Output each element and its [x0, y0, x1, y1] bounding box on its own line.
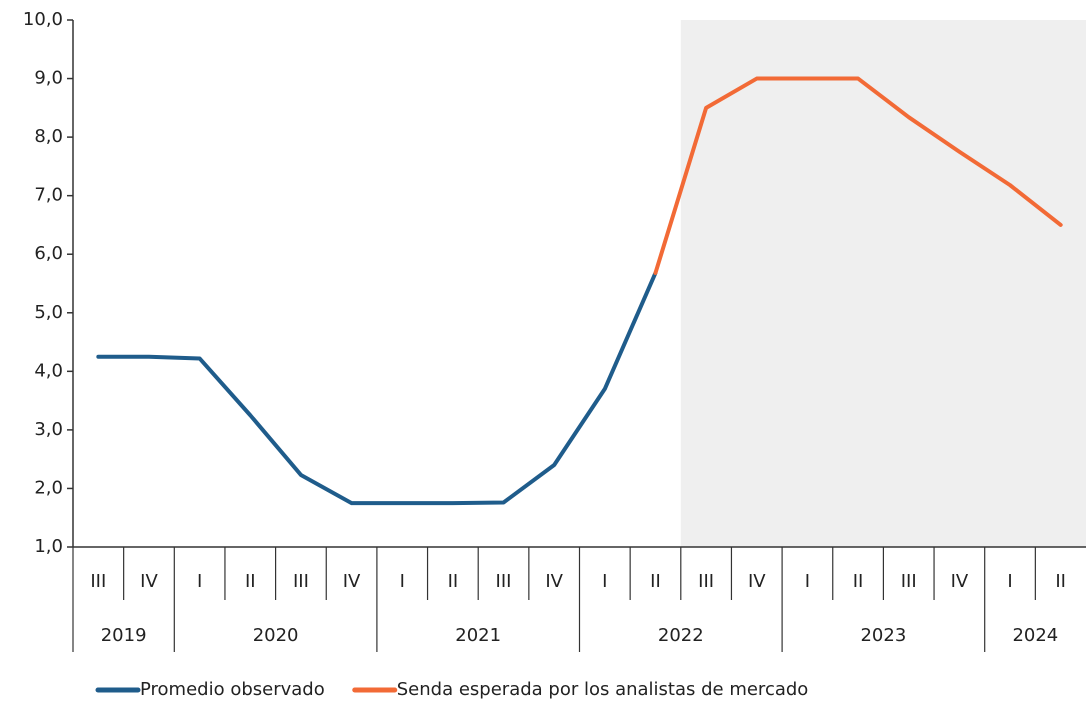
- x-tick-label: I: [1007, 571, 1012, 592]
- x-tick-label: II: [448, 571, 459, 592]
- x-tick-label: IV: [951, 571, 969, 592]
- x-tick-label: II: [650, 571, 661, 592]
- series-line: [96, 270, 658, 506]
- year-label: 2023: [860, 625, 906, 646]
- x-tick-label: I: [805, 571, 810, 592]
- x-tick-label: III: [901, 571, 917, 592]
- year-label: 2022: [658, 625, 704, 646]
- x-tick-label: I: [602, 571, 607, 592]
- year-label: 2024: [1012, 625, 1058, 646]
- year-label: 2021: [455, 625, 501, 646]
- x-tick-label: III: [496, 571, 512, 592]
- year-label: 2019: [101, 625, 147, 646]
- year-label: 2020: [253, 625, 299, 646]
- x-tick-label: II: [853, 571, 864, 592]
- forecast-shade: [680, 20, 1086, 547]
- x-tick-label: IV: [140, 571, 158, 592]
- x-tick-label: I: [197, 571, 202, 592]
- y-tick-label: 9,0: [34, 68, 63, 89]
- y-tick-label: 1,0: [34, 536, 63, 557]
- y-tick-label: 4,0: [34, 360, 63, 381]
- y-tick-label: 3,0: [34, 419, 63, 440]
- y-tick-label: 10,0: [23, 9, 63, 30]
- y-tick-label: 2,0: [34, 477, 63, 498]
- x-tick-label: IV: [343, 571, 361, 592]
- x-tick-label: III: [698, 571, 714, 592]
- x-tick-label: II: [245, 571, 256, 592]
- series-line: [653, 76, 1063, 275]
- x-tick-label: III: [90, 571, 106, 592]
- x-tick-label: IV: [545, 571, 563, 592]
- x-tick-label: III: [293, 571, 309, 592]
- legend-label: Senda esperada por los analistas de merc…: [397, 679, 809, 700]
- y-tick-label: 7,0: [34, 185, 63, 206]
- y-tick-label: 6,0: [34, 243, 63, 264]
- y-tick-label: 5,0: [34, 302, 63, 323]
- x-tick-label: IV: [748, 571, 766, 592]
- y-tick-label: 8,0: [34, 126, 63, 147]
- legend-label: Promedio observado: [140, 679, 325, 700]
- x-tick-label: I: [400, 571, 405, 592]
- x-tick-label: II: [1055, 571, 1066, 592]
